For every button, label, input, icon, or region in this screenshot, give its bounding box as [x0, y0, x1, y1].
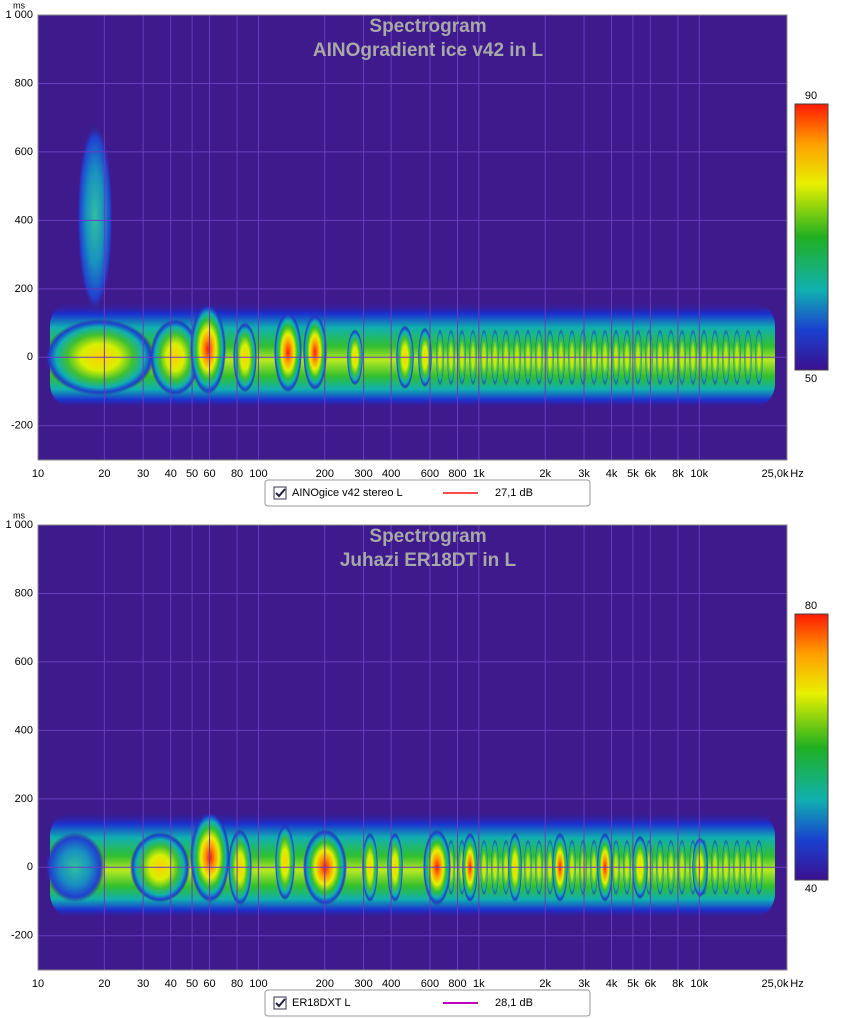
x-tick-label: 200: [316, 978, 334, 990]
x-tick-label: 800: [448, 468, 466, 480]
x-tick-label: 3k: [578, 978, 590, 990]
x-tick-label: 80: [231, 468, 243, 480]
legend-box: [264, 989, 591, 1017]
y-tick-label: 600: [15, 656, 33, 668]
x-tick-label: 6k: [645, 468, 657, 480]
x-tick-label: 100: [249, 468, 267, 480]
x-tick-label: 50: [186, 978, 198, 990]
heat-spot: [190, 304, 226, 395]
y-unit: ms: [13, 510, 25, 520]
y-tick-label: 800: [15, 77, 33, 89]
colorbar: [794, 613, 829, 881]
colorbar: [794, 103, 829, 371]
x-tick-label: 3k: [578, 468, 590, 480]
y-tick-label: 1 000: [5, 9, 33, 21]
x-tick-label: 2k: [539, 468, 551, 480]
x-tick-label: 50: [186, 468, 198, 480]
x-tick-label: 800: [448, 978, 466, 990]
x-tick-label: 1k: [473, 978, 485, 990]
y-tick-label: 200: [15, 283, 33, 295]
legend-box: [264, 479, 591, 507]
y-unit: ms: [13, 0, 25, 10]
x-tick-label: 600: [421, 468, 439, 480]
x-tick-label: 300: [354, 978, 372, 990]
x-tick-label: 8k: [672, 978, 684, 990]
x-tick-label: 6k: [645, 978, 657, 990]
x-tick-label: 5k: [627, 978, 639, 990]
x-tick-label: 5k: [627, 468, 639, 480]
colorbar-label: 90: [805, 90, 817, 102]
x-tick-label: 60: [203, 978, 215, 990]
x-tick-label: 20: [98, 978, 110, 990]
x-tick-label: 30: [137, 978, 149, 990]
x-tick-label: 25,0k: [762, 468, 789, 480]
x-tick-label: 100: [249, 978, 267, 990]
plot-border: [37, 524, 788, 971]
x-tick-label: 40: [165, 468, 177, 480]
x-tick-label: 8k: [672, 468, 684, 480]
x-tick-label: 30: [137, 468, 149, 480]
y-tick-label: 400: [15, 214, 33, 226]
chart: 1 000 800 600 400 200 0 -200 10 20 30 40 50 60 80 100 2…: [5, 510, 829, 1017]
x-tick-label: 10k: [690, 468, 708, 480]
plot-border: [37, 14, 788, 461]
x-tick-label: 1k: [473, 468, 485, 480]
heat-spot: [77, 122, 113, 313]
legend-check: [275, 488, 286, 498]
legend-check: [275, 998, 286, 1008]
x-tick-label: 400: [382, 978, 400, 990]
x-tick-label: 4k: [606, 468, 618, 480]
legend-value: 28,1 dB: [495, 997, 533, 1009]
x-tick-label: 10k: [690, 978, 708, 990]
x-tick-label: 25,0k: [762, 978, 789, 990]
chart-title: Spectrogram: [369, 16, 486, 37]
x-tick-label: 600: [421, 978, 439, 990]
colorbar-label: 80: [805, 600, 817, 612]
heat-spot: [275, 824, 295, 901]
y-tick-label: 200: [15, 793, 33, 805]
x-tick-label: 300: [354, 468, 372, 480]
x-tick-label: 40: [165, 978, 177, 990]
y-tick-label: 600: [15, 146, 33, 158]
x-tick-label: 20: [98, 468, 110, 480]
y-tick-label: -200: [11, 930, 33, 942]
x-tick-label: 400: [382, 468, 400, 480]
y-tick-label: 0: [27, 351, 33, 363]
colorbar-label: 40: [805, 883, 817, 895]
legend-name: ER18DXT L: [292, 997, 351, 1009]
spectrogram-image: [45, 122, 775, 409]
x-tick-label: 200: [316, 468, 334, 480]
y-tick-label: 0: [27, 861, 33, 873]
chart: 1 000 800 600 400 200 0 -200 10 20 30 40 50 60 80 100 2…: [5, 0, 829, 507]
y-tick-label: -200: [11, 420, 33, 432]
x-tick-label: 10: [32, 468, 44, 480]
x-unit: Hz: [790, 978, 803, 990]
heat-spot: [303, 314, 327, 391]
y-tick-label: 1 000: [5, 519, 33, 531]
spectrogram-image: [45, 810, 775, 919]
y-tick-label: 400: [15, 724, 33, 736]
legend-value: 27,1 dB: [495, 487, 533, 499]
chart-subtitle: Juhazi ER18DT in L: [340, 550, 517, 571]
x-tick-label: 80: [231, 978, 243, 990]
x-tick-label: 4k: [606, 978, 618, 990]
x-tick-label: 60: [203, 468, 215, 480]
x-tick-label: 10: [32, 978, 44, 990]
legend-name: AINOgice v42 stereo L: [292, 487, 403, 499]
chart-subtitle: AINOgradient ice v42 in L: [313, 40, 544, 61]
x-tick-label: 2k: [539, 978, 551, 990]
heat-spot: [274, 312, 302, 393]
x-unit: Hz: [790, 468, 803, 480]
colorbar-label: 50: [805, 373, 817, 385]
y-tick-label: 800: [15, 587, 33, 599]
chart-title: Spectrogram: [369, 526, 486, 547]
